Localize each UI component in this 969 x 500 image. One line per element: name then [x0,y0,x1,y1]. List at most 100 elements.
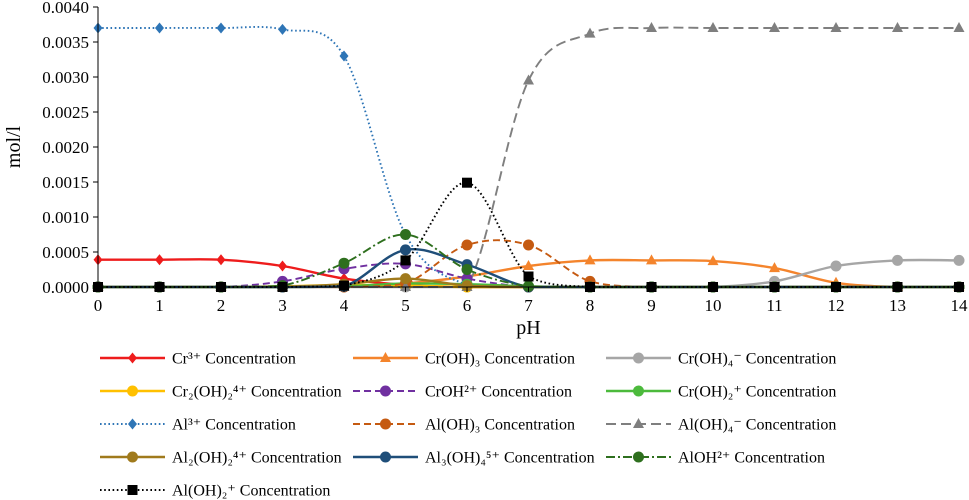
y-tick-label: 0.0025 [42,103,89,122]
data-point-s8-x9 [646,22,657,32]
data-point-s9-x5 [400,273,411,285]
data-point-s7-x7 [523,239,534,251]
data-point-s11-x5 [400,229,411,240]
data-point-s7-x6 [461,239,473,251]
legend-swatch-marker [128,418,137,430]
legend-label: Al(OH)₄⁻ Concentration [678,417,836,434]
data-point-s11-x4 [338,257,350,269]
legend-item: Cr(OH)₂⁺ Concentration [606,384,836,401]
legend-label: Cr³⁺ Concentration [172,351,296,368]
legend-label: CrOH²⁺ Concentration [425,384,572,401]
legend-label: Al₂(OH)₂⁴⁺ Concentration [172,450,342,467]
series-markers [92,22,965,293]
x-tick-label: 8 [586,296,595,315]
y-tick-label: 0.0005 [42,243,89,262]
legend-swatch-marker [128,352,137,364]
data-point-s0-x1 [155,254,164,266]
axes: 0.0000 0.0005 0.0010 0.0015 0.0020 0.0025 0.00… [3,0,968,339]
data-point-s1-x11 [769,262,780,273]
data-point-s2-x13 [892,254,903,266]
data-point-s8-x7 [523,74,534,85]
legend-item: Al(OH)₄⁻ Concentration [606,417,836,434]
y-tick-label: 0.0000 [42,278,89,297]
legend-label: Al(OH)₃ Concentration [425,417,575,434]
x-tick-label: 11 [766,296,782,315]
data-point-s1-x10 [707,255,719,266]
data-point-s6-x4 [339,50,349,62]
data-point-s12-x4 [339,280,349,291]
x-tick-label: 4 [340,296,349,315]
data-point-s12-x7 [523,271,534,282]
y-tick-label: 0.0030 [42,68,89,87]
legend-swatch-marker [380,352,391,362]
y-axis-label: mol/l [3,125,25,168]
data-point-s9-x6 [461,280,473,292]
x-tick-label: 5 [401,296,410,315]
data-point-s1-x9 [646,254,657,265]
legend-swatch-marker [380,451,391,463]
legend-item: AlOH²⁺ Concentration [606,450,825,467]
legend-label: Al³⁺ Concentration [172,417,296,434]
data-point-s8-x8 [584,27,596,38]
legend-swatch-marker [127,485,138,495]
y-tick-label: 0.0020 [42,138,89,157]
x-tick-label: 0 [94,296,103,315]
legend-item: Al(OH)₃ Concentration [353,417,575,434]
legend-item: Cr(OH)₄⁻ Concentration [606,351,836,368]
legend-swatch-marker [633,451,644,463]
x-tick-label: 9 [647,296,656,315]
x-tick-label: 1 [155,296,164,315]
legend-swatch-marker [380,385,391,397]
series-line-12 [98,181,959,288]
legend-label: Cr(OH)₂⁺ Concentration [678,384,836,401]
data-point-s12-x6 [462,177,472,188]
legend-label: Al₃(OH)₄⁵⁺ Concentration [425,450,595,467]
x-tick-label: 7 [524,296,533,315]
legend-swatch-marker [127,451,138,463]
legend-item: Cr³⁺ Concentration [100,351,296,368]
legend-item: Al³⁺ Concentration [100,417,296,434]
x-tick-label: 12 [828,296,845,315]
data-point-s12-x5 [400,255,411,266]
x-axis-label: pH [516,317,540,339]
y-tick-label: 0.0010 [42,208,89,227]
data-point-s8-x11 [769,22,780,32]
legend-label: Al(OH)₂⁺ Concentration [172,483,330,500]
data-point-s6-x3 [278,23,287,35]
data-point-s8-x12 [830,22,842,32]
y-tick-label: 0.0035 [42,33,89,52]
data-point-s1-x7 [523,260,534,270]
legend: Cr³⁺ Concentration Cr(OH)₃ Concentration C… [100,351,836,500]
legend-item: Al(OH)₂⁺ Concentration [100,483,330,500]
legend-item: Al₂(OH)₂⁴⁺ Concentration [100,450,342,467]
legend-label: Cr(OH)₄⁻ Concentration [678,351,836,368]
legend-swatch-marker [380,418,391,430]
data-point-s8-x14 [953,22,965,32]
legend-item: CrOH²⁺ Concentration [353,384,572,401]
legend-swatch-marker [633,352,644,364]
x-tick-label: 3 [278,296,287,315]
x-tick-label: 14 [951,296,969,315]
legend-label: Cr(OH)₃ Concentration [425,351,575,368]
legend-swatch-marker [633,385,644,397]
x-tick-label: 13 [889,296,906,315]
data-point-s2-x12 [830,260,842,272]
data-point-s8-x10 [707,22,719,32]
y-tick-label: 0.0015 [42,173,89,192]
legend-item: Cr₂(OH)₂⁴⁺ Concentration [100,384,342,401]
data-point-s6-x2 [216,22,226,34]
x-tick-label: 2 [217,296,226,315]
data-point-s11-x7 [523,280,534,292]
data-point-s0-x3 [278,260,287,272]
data-point-s0-x2 [216,254,226,266]
legend-item: Al₃(OH)₄⁵⁺ Concentration [353,450,595,467]
data-point-s6-x1 [155,22,164,34]
y-tick-label: 0.0040 [42,0,89,17]
data-point-s2-x14 [953,254,965,266]
x-tick-label: 6 [463,296,472,315]
legend-label: Cr₂(OH)₂⁴⁺ Concentration [172,384,342,401]
legend-item: Cr(OH)₃ Concentration [353,351,575,368]
data-point-s11-x6 [461,264,473,275]
legend-swatch-marker [633,418,644,428]
